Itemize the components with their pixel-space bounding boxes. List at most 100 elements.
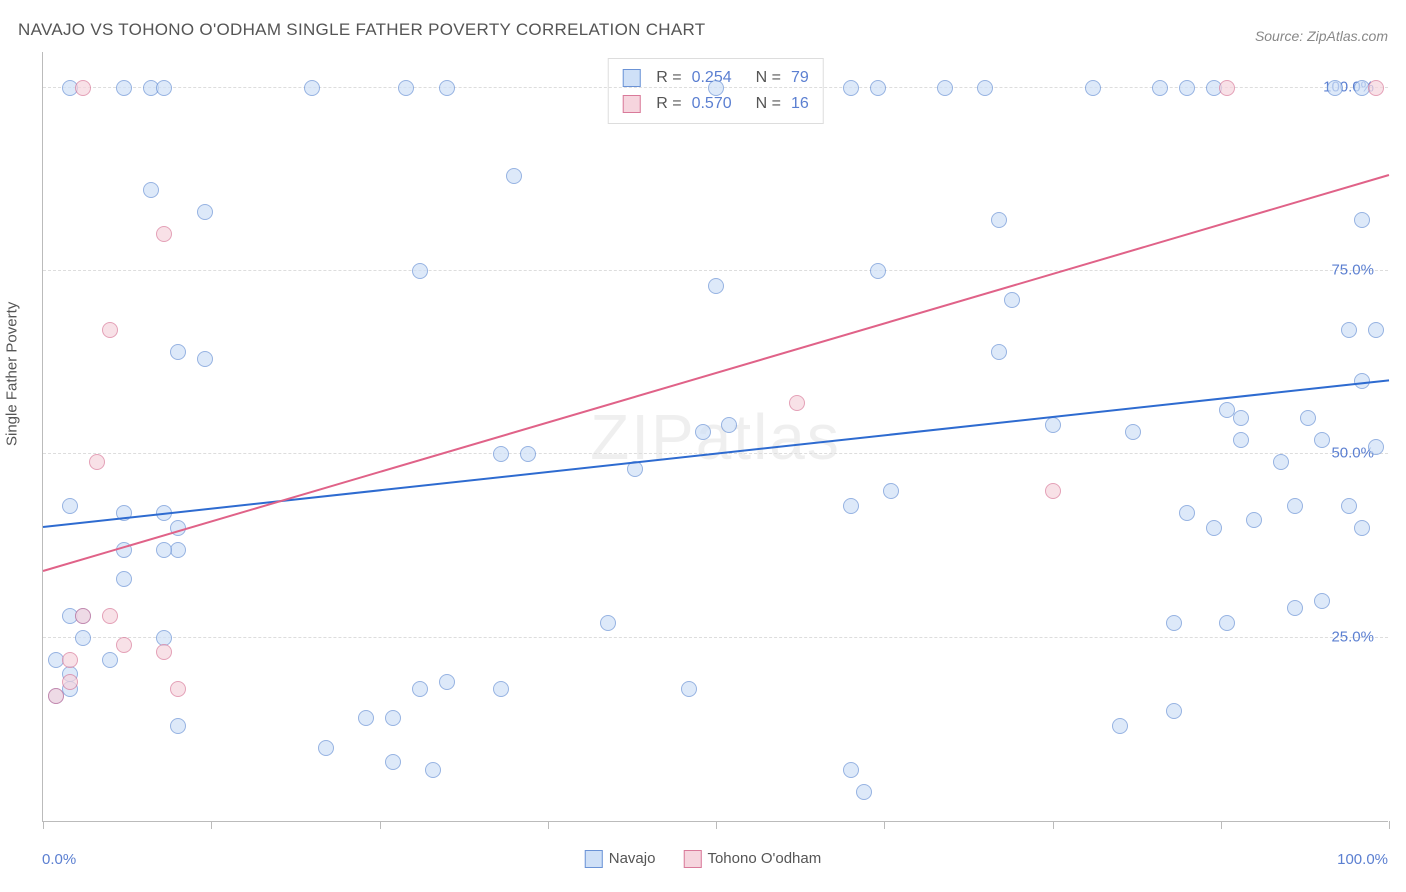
data-point — [991, 212, 1007, 228]
data-point — [62, 652, 78, 668]
x-tick — [1389, 821, 1390, 829]
data-point — [1314, 593, 1330, 609]
data-point — [156, 542, 172, 558]
gridline — [43, 637, 1388, 638]
data-point — [1233, 432, 1249, 448]
data-point — [156, 80, 172, 96]
data-point — [1314, 432, 1330, 448]
data-point — [856, 784, 872, 800]
data-point — [1179, 80, 1195, 96]
data-point — [977, 80, 993, 96]
data-point — [170, 681, 186, 697]
data-point — [1085, 80, 1101, 96]
legend-swatch — [622, 69, 640, 87]
series-legend: Navajo Tohono O'odham — [585, 850, 821, 868]
data-point — [1246, 512, 1262, 528]
data-point — [304, 80, 320, 96]
legend-swatch — [683, 850, 701, 868]
data-point — [75, 630, 91, 646]
data-point — [681, 681, 697, 697]
data-point — [1354, 520, 1370, 536]
data-point — [170, 718, 186, 734]
data-point — [870, 263, 886, 279]
legend-r-label: R = — [656, 91, 681, 117]
data-point — [1219, 615, 1235, 631]
data-point — [116, 571, 132, 587]
data-point — [385, 710, 401, 726]
legend-swatch — [585, 850, 603, 868]
data-point — [1004, 292, 1020, 308]
data-point — [1206, 520, 1222, 536]
legend-n-value: 16 — [791, 91, 809, 117]
data-point — [1233, 410, 1249, 426]
data-point — [493, 681, 509, 697]
source-attribution: Source: ZipAtlas.com — [1255, 28, 1388, 44]
data-point — [883, 483, 899, 499]
data-point — [156, 226, 172, 242]
data-point — [89, 454, 105, 470]
data-point — [116, 80, 132, 96]
data-point — [1112, 718, 1128, 734]
y-tick-label: 25.0% — [1331, 628, 1374, 645]
data-point — [843, 80, 859, 96]
data-point — [439, 674, 455, 690]
legend-n-label: N = — [756, 91, 781, 117]
x-axis-min-label: 0.0% — [42, 851, 76, 868]
data-point — [170, 344, 186, 360]
data-point — [412, 263, 428, 279]
data-point — [75, 80, 91, 96]
x-axis-max-label: 100.0% — [1337, 851, 1388, 868]
data-point — [398, 80, 414, 96]
data-point — [1341, 322, 1357, 338]
data-point — [1300, 410, 1316, 426]
y-tick-label: 75.0% — [1331, 262, 1374, 279]
data-point — [318, 740, 334, 756]
x-tick — [380, 821, 381, 829]
data-point — [1287, 498, 1303, 514]
chart-title: NAVAJO VS TOHONO O'ODHAM SINGLE FATHER P… — [18, 20, 705, 40]
data-point — [1179, 505, 1195, 521]
data-point — [358, 710, 374, 726]
data-point — [937, 80, 953, 96]
data-point — [843, 762, 859, 778]
data-point — [708, 278, 724, 294]
data-point — [62, 498, 78, 514]
data-point — [439, 80, 455, 96]
data-point — [412, 681, 428, 697]
data-point — [1368, 439, 1384, 455]
legend-label: Navajo — [609, 850, 656, 867]
x-tick — [548, 821, 549, 829]
x-tick — [211, 821, 212, 829]
data-point — [1341, 498, 1357, 514]
data-point — [425, 762, 441, 778]
data-point — [62, 674, 78, 690]
data-point — [991, 344, 1007, 360]
data-point — [1166, 615, 1182, 631]
legend-label: Tohono O'odham — [707, 850, 821, 867]
data-point — [870, 80, 886, 96]
data-point — [48, 688, 64, 704]
data-point — [1219, 80, 1235, 96]
data-point — [102, 608, 118, 624]
data-point — [75, 608, 91, 624]
data-point — [197, 204, 213, 220]
data-point — [600, 615, 616, 631]
data-point — [1327, 80, 1343, 96]
x-tick — [43, 821, 44, 829]
data-point — [102, 322, 118, 338]
data-point — [493, 446, 509, 462]
data-point — [520, 446, 536, 462]
gridline — [43, 270, 1388, 271]
data-point — [1368, 322, 1384, 338]
data-point — [156, 644, 172, 660]
legend-swatch — [622, 95, 640, 113]
x-tick — [884, 821, 885, 829]
data-point — [116, 637, 132, 653]
x-tick — [1221, 821, 1222, 829]
data-point — [1045, 417, 1061, 433]
data-point — [385, 754, 401, 770]
data-point — [197, 351, 213, 367]
data-point — [1152, 80, 1168, 96]
data-point — [695, 424, 711, 440]
data-point — [1368, 80, 1384, 96]
